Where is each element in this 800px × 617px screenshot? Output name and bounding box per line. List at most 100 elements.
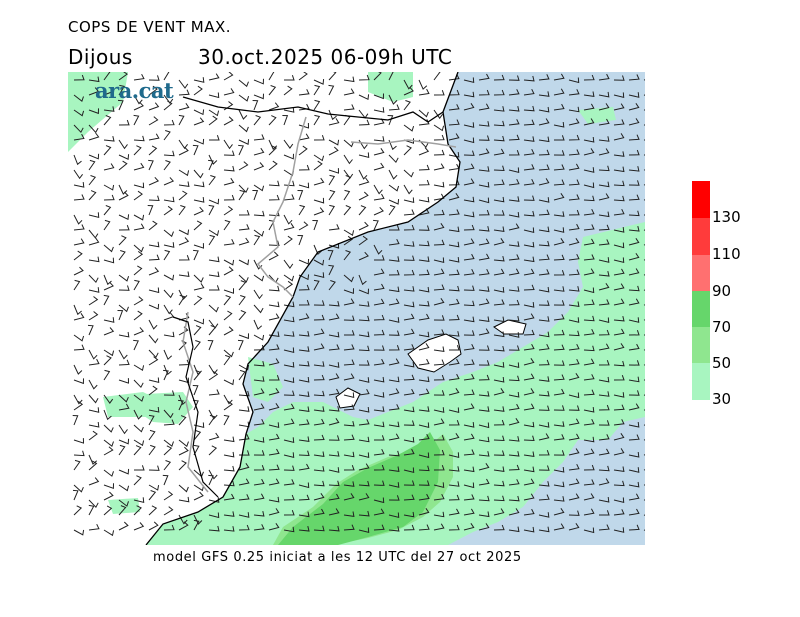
wind-barb bbox=[448, 285, 460, 292]
wind-barb bbox=[253, 437, 265, 443]
wind-barb bbox=[463, 508, 475, 516]
wind-barb bbox=[478, 495, 490, 502]
wind-barb bbox=[283, 274, 295, 282]
wind-barb bbox=[133, 379, 144, 389]
wind-barb bbox=[433, 315, 445, 321]
wind-barb bbox=[87, 324, 94, 336]
wind-barb bbox=[583, 389, 595, 396]
wind-barb bbox=[373, 406, 385, 412]
wind-barb bbox=[418, 286, 430, 293]
wind-barb bbox=[253, 334, 265, 341]
wind-barb bbox=[598, 270, 610, 277]
wind-barb bbox=[568, 433, 580, 441]
wind-barb bbox=[298, 182, 310, 189]
wind-barb bbox=[358, 152, 370, 159]
wind-barb bbox=[148, 116, 159, 126]
wind-barb bbox=[253, 510, 265, 517]
wind-barb bbox=[628, 149, 640, 156]
wind-barb bbox=[418, 388, 430, 396]
ara-cat-logo[interactable]: ara.cat bbox=[95, 78, 174, 103]
wind-barb bbox=[538, 286, 550, 293]
wind-barb bbox=[403, 286, 415, 292]
wind-barb bbox=[628, 421, 640, 428]
wind-barb bbox=[178, 496, 190, 503]
wind-barb bbox=[523, 136, 535, 142]
wind-barb bbox=[508, 223, 520, 231]
wind-barb bbox=[388, 388, 400, 396]
wind-barb bbox=[583, 103, 595, 111]
wind-barb bbox=[523, 75, 535, 82]
wind-barb bbox=[388, 450, 400, 457]
wind-barb bbox=[133, 522, 145, 531]
wind-barb bbox=[148, 490, 157, 501]
wind-barb bbox=[583, 418, 595, 426]
wind-barb bbox=[373, 184, 383, 195]
wind-barb bbox=[133, 339, 139, 351]
wind-barb bbox=[268, 301, 280, 308]
wind-barb bbox=[253, 360, 265, 367]
wind-barb bbox=[598, 448, 610, 456]
wind-barb bbox=[193, 220, 203, 231]
wind-barb bbox=[388, 184, 400, 192]
wind-barb bbox=[613, 360, 625, 367]
wind-barb bbox=[493, 331, 505, 338]
wind-barb bbox=[133, 505, 142, 516]
wind-barb bbox=[373, 448, 385, 456]
wind-barb bbox=[388, 204, 396, 216]
wind-barb bbox=[88, 407, 100, 413]
wind-barb bbox=[103, 505, 113, 516]
wind-barb bbox=[238, 139, 250, 145]
wind-barb bbox=[463, 359, 475, 366]
wind-barb bbox=[508, 254, 520, 261]
wind-barb bbox=[418, 79, 428, 90]
wind-barb bbox=[163, 364, 172, 376]
wind-barb bbox=[73, 109, 85, 117]
wind-barb bbox=[223, 451, 235, 458]
wind-barb bbox=[358, 406, 370, 413]
wind-barb bbox=[163, 524, 175, 531]
wind-barb bbox=[88, 349, 98, 360]
wind-barb bbox=[448, 73, 460, 81]
wind-barb bbox=[343, 404, 355, 411]
wind-barb bbox=[613, 195, 625, 202]
wind-barb bbox=[208, 115, 218, 126]
wind-barb bbox=[238, 524, 250, 531]
wind-barb bbox=[493, 135, 505, 142]
wind-barb bbox=[583, 436, 595, 443]
wind-barb bbox=[418, 196, 430, 203]
wind-barb bbox=[418, 240, 430, 247]
wind-barb bbox=[568, 253, 580, 261]
wind-barb bbox=[88, 175, 97, 186]
wind-barb bbox=[598, 376, 610, 383]
wind-barb bbox=[508, 479, 520, 486]
wind-barb bbox=[103, 491, 114, 501]
wind-barb bbox=[223, 379, 235, 386]
wind-barb bbox=[328, 300, 340, 307]
wind-barb bbox=[553, 150, 565, 156]
wind-barb bbox=[313, 79, 325, 85]
wind-barb bbox=[73, 313, 85, 321]
wind-barb bbox=[508, 75, 520, 81]
wind-barb bbox=[253, 93, 264, 100]
wind-barb bbox=[118, 154, 130, 160]
wind-barb bbox=[133, 424, 144, 433]
wind-barb bbox=[463, 389, 475, 396]
wind-barb bbox=[373, 358, 385, 366]
wind-barb bbox=[118, 468, 130, 475]
wind-barb bbox=[583, 136, 595, 143]
wind-barb bbox=[133, 394, 144, 402]
wind-barb bbox=[448, 508, 460, 516]
wind-barb bbox=[103, 219, 111, 231]
wind-barb bbox=[313, 508, 325, 516]
wind-barb bbox=[538, 118, 550, 126]
wind-barb bbox=[283, 259, 294, 269]
wind-barb bbox=[238, 280, 247, 291]
wind-barb bbox=[178, 114, 185, 126]
wind-barb bbox=[493, 255, 505, 262]
wind-barb bbox=[328, 174, 336, 186]
wind-barb bbox=[88, 430, 98, 441]
wind-barb bbox=[193, 444, 200, 456]
wind-barb bbox=[553, 227, 565, 233]
wind-barb bbox=[538, 359, 550, 366]
wind-barb bbox=[238, 189, 246, 201]
